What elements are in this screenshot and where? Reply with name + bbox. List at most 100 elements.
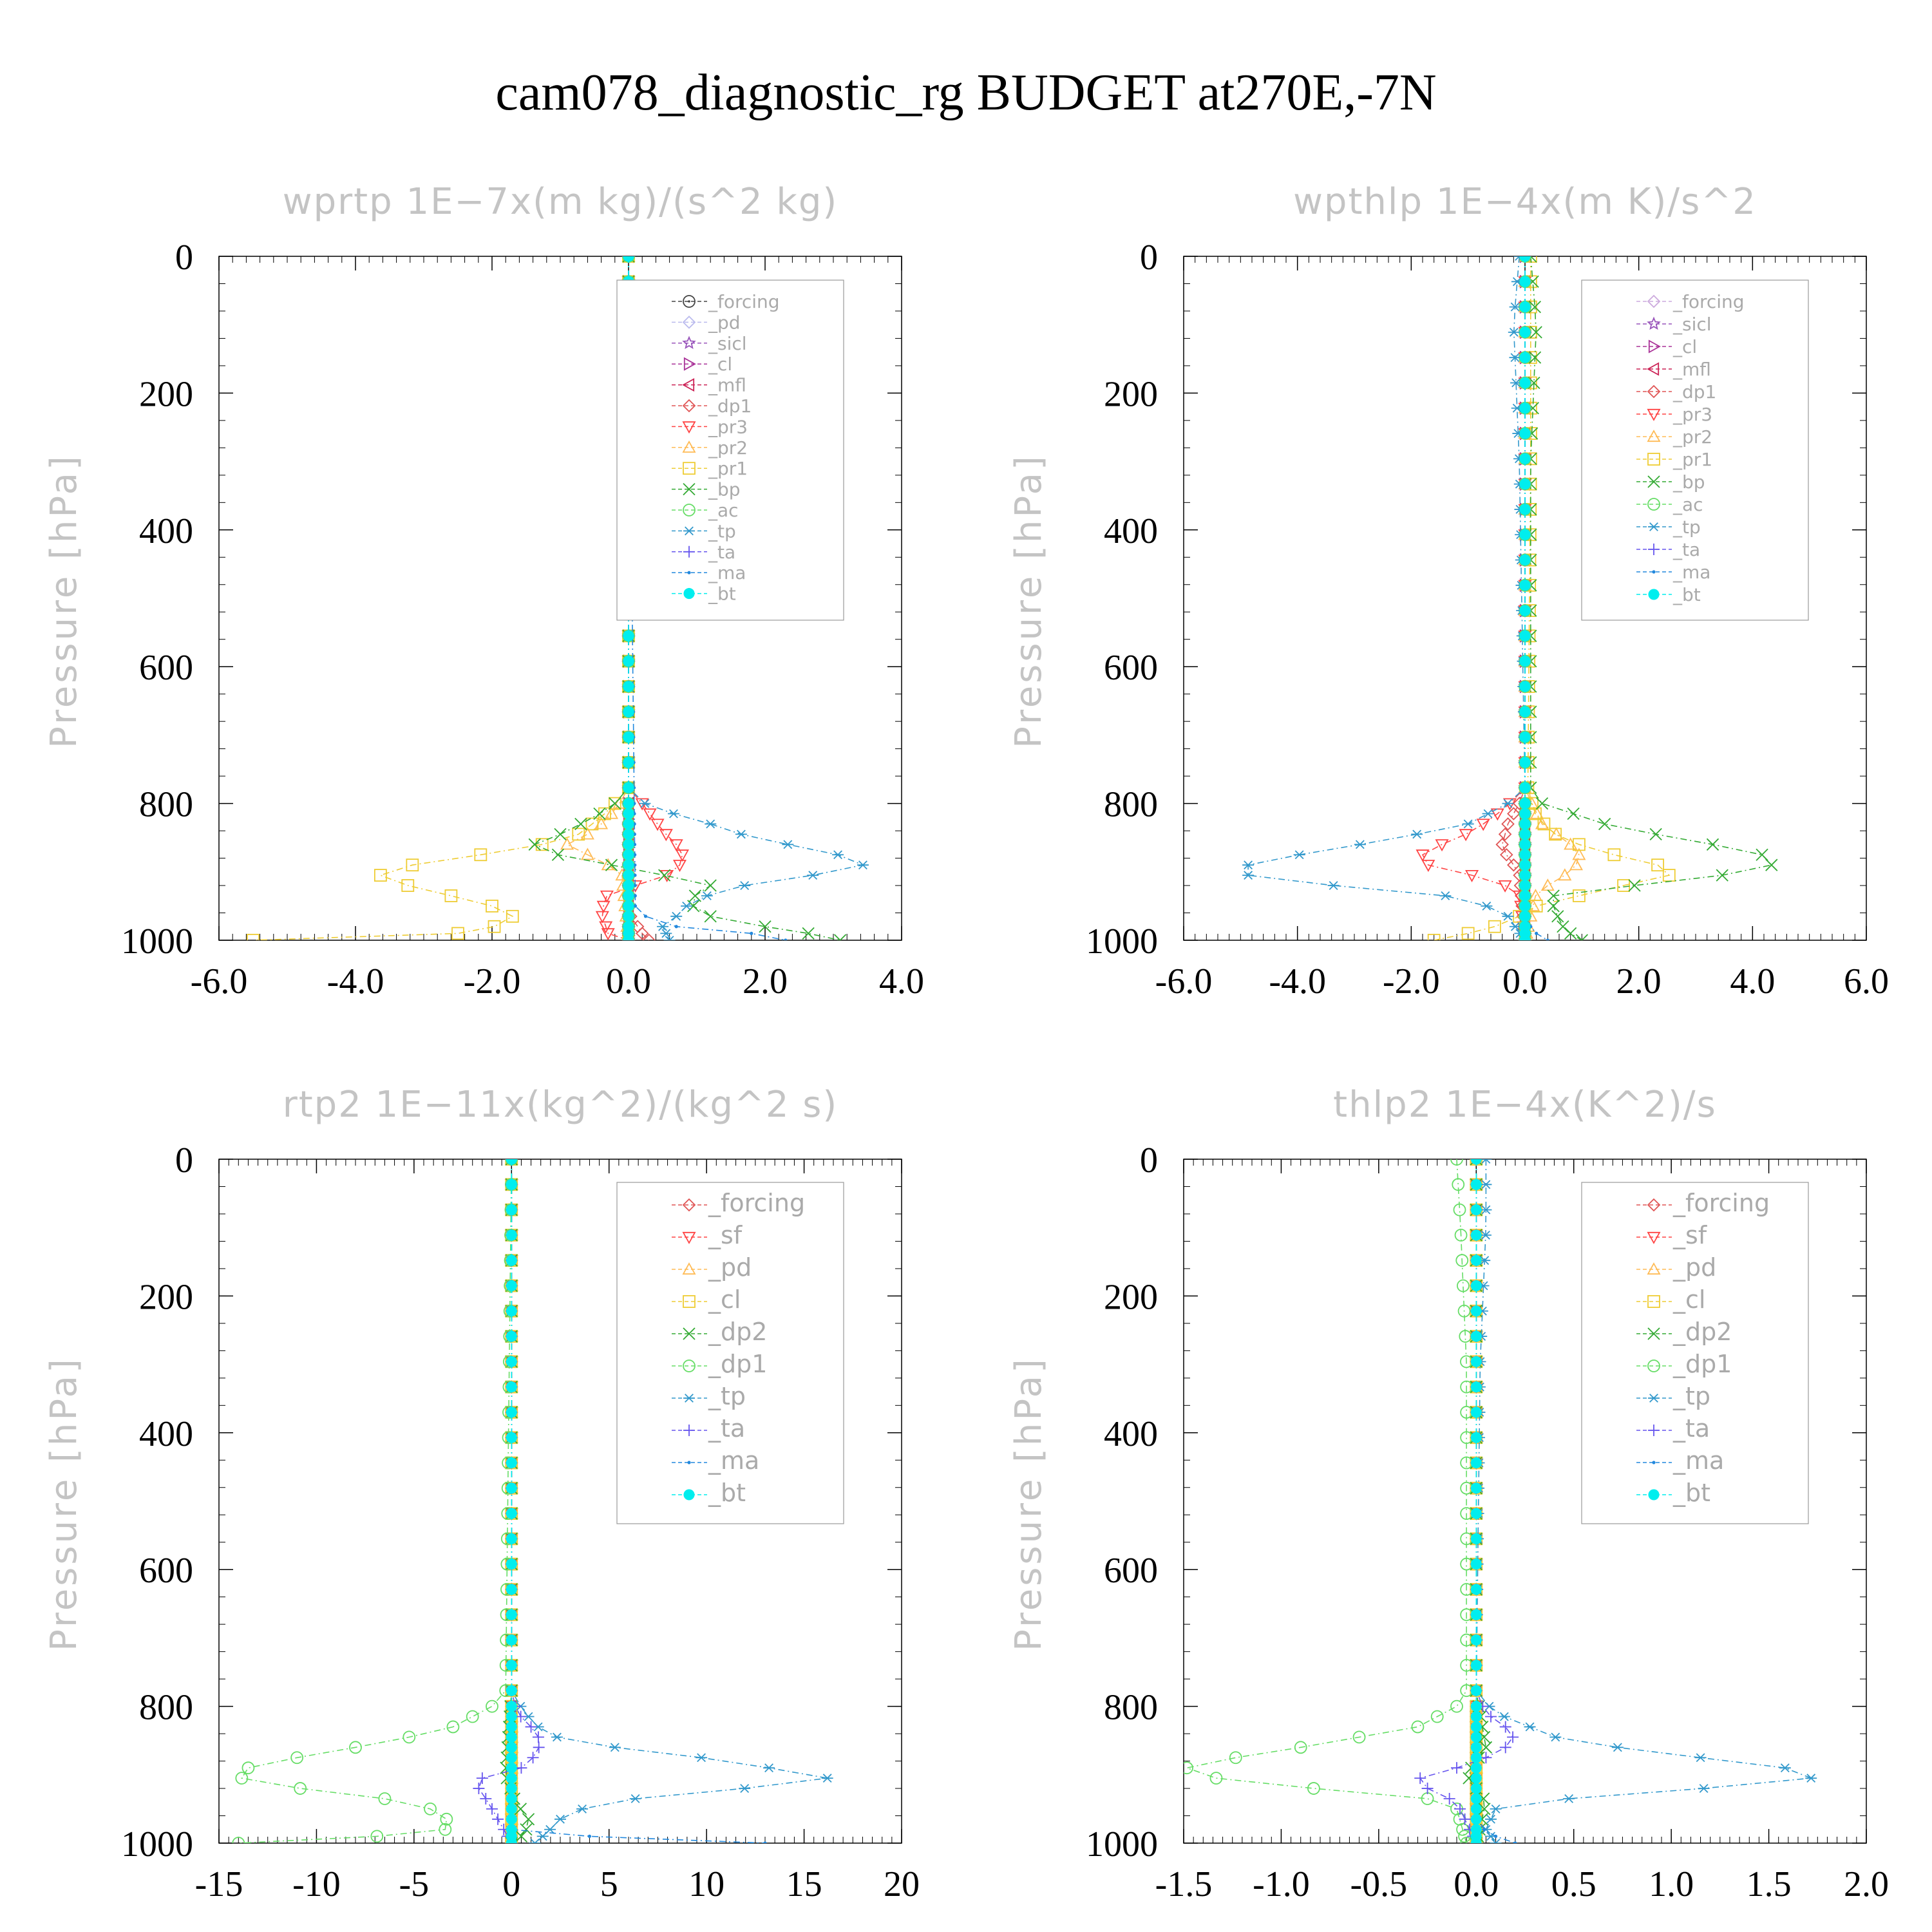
data-point [473,1783,485,1795]
y-axis-label: Pressure [hPa] [43,1356,85,1651]
legend-marker [1648,1425,1660,1436]
legend-box [1581,279,1809,621]
legend-item: _bp [672,479,741,500]
legend-label: _dp2 [1672,1318,1732,1346]
data-point [572,828,585,841]
legend-marker [1648,1489,1660,1501]
data-point [290,1751,304,1765]
y-tick-label: 400 [1104,1414,1158,1454]
data-point [506,1710,517,1723]
data-point [659,829,673,842]
x-tick-label: 0.0 [1502,961,1548,1001]
data-point [506,1752,517,1763]
y-tick-label: 800 [139,785,193,825]
y-tick-label: 800 [139,1688,193,1728]
legend-label: _tp [708,520,736,542]
legend-item: _cl [1636,1285,1705,1314]
x-tick-label: 1.0 [1649,1864,1694,1904]
data-point [506,1179,517,1190]
y-tick-label: 1000 [121,1824,193,1864]
data-point [1421,1783,1434,1795]
data-point [401,879,415,892]
data-point [1607,848,1621,862]
data-point [406,858,419,872]
legend-marker [682,1262,696,1275]
data-point [1482,809,1494,819]
data-point [506,1457,517,1469]
legend-label: _bt [1672,584,1701,605]
data-point [643,808,657,821]
x-tick-label: 15 [786,1864,822,1904]
panel-title: wprtp 1E−7x(m kg)/(s^2 kg) [283,181,838,223]
data-point [595,911,609,923]
legend-item: _bt [1636,1479,1710,1507]
data-point [235,1772,249,1785]
x-tick-label: 0.0 [1454,1864,1499,1904]
data-point [635,927,649,940]
data-point [1649,828,1662,841]
y-tick-label: 400 [139,1414,193,1454]
data-point [1509,922,1521,931]
legend-box [1581,1182,1809,1524]
data-point [1502,911,1514,921]
legend-label: _cl [708,354,732,375]
data-point [1450,1159,1463,1166]
data-point [1470,1432,1482,1443]
data-point [528,838,541,851]
data-point [451,927,464,940]
data-point [623,859,634,871]
legend-label: _cl [708,1285,741,1314]
legend-marker [682,399,696,413]
data-point [1457,1279,1470,1293]
x-tick-label: -6.0 [191,961,248,1001]
data-point [506,1280,517,1292]
data-point [1519,453,1531,464]
data-point [551,848,565,861]
data-point [476,1772,488,1785]
data-point [1455,1254,1469,1267]
legend-label: _dp1 [708,1350,767,1378]
data-point [1519,377,1531,389]
legend-item: _sicl [672,333,747,354]
legend-marker [1647,475,1660,488]
data-point [650,819,665,831]
legend-box [616,1182,844,1524]
x-tick-label: -6.0 [1155,961,1213,1001]
legend-item: _tp [672,520,736,542]
data-point [1477,1730,1491,1744]
data-point [1519,605,1531,616]
data-point [506,1508,517,1519]
legend-label: _forcing [708,291,780,312]
data-point [1519,911,1531,922]
data-point [1470,1406,1482,1418]
y-tick-label: 0 [1140,1141,1158,1180]
legend-item: _dp1 [1636,1350,1732,1378]
legend-marker [1647,362,1660,376]
data-area [232,1159,833,1843]
legend-item: _mfl [672,375,746,396]
legend-label: _forcing [708,1189,805,1217]
data-point [1499,1741,1511,1754]
x-tick-label: 10 [688,1864,724,1904]
x-tick-label: 2.0 [1616,961,1662,1001]
data-point [672,860,687,873]
data-point [633,863,637,867]
data-point [1470,1783,1482,1794]
data-point [623,869,634,881]
legend-label: _sicl [1672,314,1712,335]
data-point [374,869,387,882]
data-point [506,1533,517,1544]
data-point [486,900,498,913]
data-point [242,1761,255,1775]
data-point [506,1229,517,1241]
data-point [623,849,634,860]
data-point [424,1802,437,1815]
legend-item: _pd [1636,1253,1716,1282]
data-point [675,849,689,862]
x-tick-label: 6.0 [1844,961,1889,1001]
data-point [1507,1731,1519,1743]
legend-item: _ta [672,542,735,563]
data-point [605,858,618,871]
data-point [1327,881,1340,890]
data-point [1229,1751,1242,1765]
